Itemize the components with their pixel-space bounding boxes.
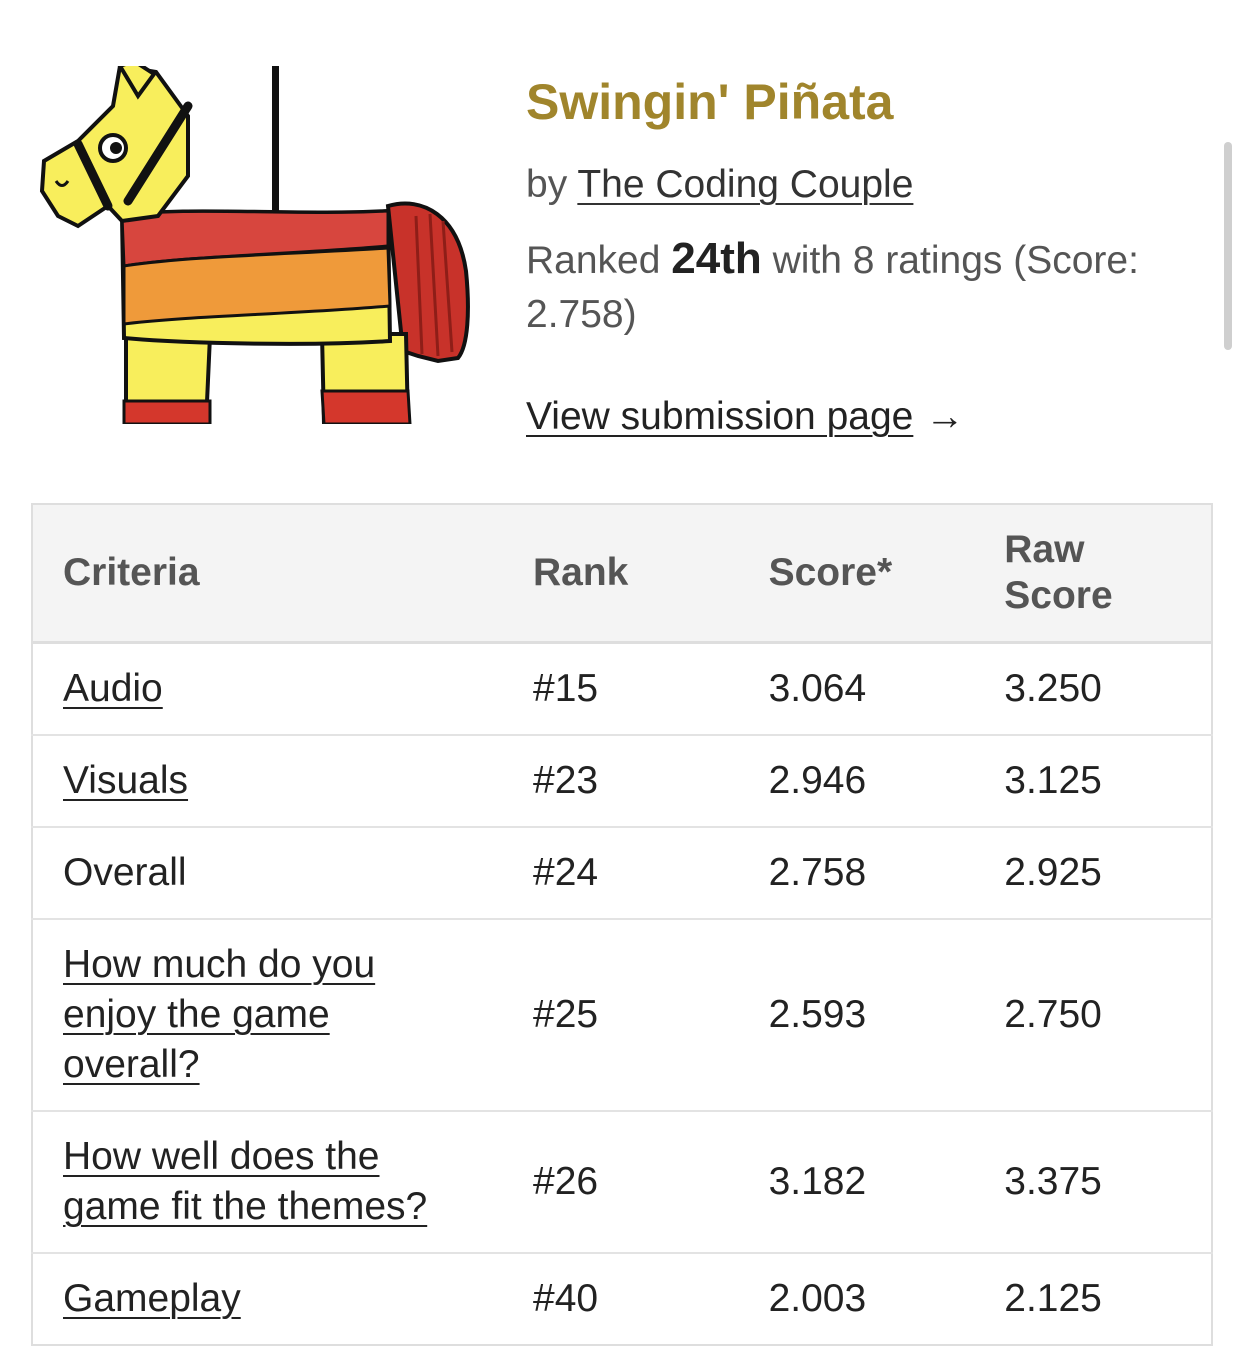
rank-cell: #24 — [503, 826, 739, 919]
rank-cell: #15 — [503, 641, 739, 735]
criteria-cell: How well does the game fit the themes? — [32, 1110, 503, 1253]
table-row: Audio #15 3.064 3.250 — [32, 641, 1212, 735]
ranked-suffix: with 8 ratings (Score: 2.758) — [526, 239, 1139, 336]
by-label: by — [526, 163, 568, 206]
score-cell: 2.003 — [738, 1252, 975, 1345]
criteria-link-visuals[interactable]: Visuals — [63, 759, 189, 802]
criteria-cell: Overall — [32, 826, 503, 919]
game-info: Swingin' Piñata by The Coding Couple Ran… — [526, 70, 1206, 442]
score-cell: 2.758 — [738, 826, 975, 919]
score-cell: 3.064 — [738, 641, 975, 735]
rank-cell: #25 — [503, 918, 739, 1111]
table-row: Visuals #23 2.946 3.125 — [32, 734, 1212, 827]
criteria-link-theme-fit[interactable]: How well does the game fit the themes? — [63, 1135, 428, 1228]
criteria-cell: How much do you enjoy the game overall? — [32, 918, 503, 1111]
criteria-cell: Visuals — [32, 734, 503, 827]
arrow-right-icon: → — [925, 395, 965, 438]
score-cell: 2.593 — [738, 918, 975, 1111]
table-row: How much do you enjoy the game overall? … — [32, 918, 1212, 1111]
criteria-table: Criteria Rank Score* Raw Score Audio #15… — [31, 503, 1213, 1346]
criteria-link-gameplay[interactable]: Gameplay — [63, 1277, 241, 1320]
scrollbar[interactable] — [1224, 142, 1232, 350]
raw-score-cell: 2.125 — [974, 1252, 1212, 1345]
raw-score-cell: 3.125 — [974, 734, 1212, 827]
ranked-label: Ranked — [526, 239, 661, 282]
rank-cell: #26 — [503, 1110, 739, 1253]
overall-rank: 24th — [671, 234, 762, 283]
rank-cell: #23 — [503, 734, 739, 827]
header-criteria: Criteria — [32, 504, 503, 644]
criteria-cell: Gameplay — [32, 1252, 503, 1345]
header-score: Score* — [738, 504, 975, 644]
view-submission-row: View submission page → — [526, 392, 1206, 442]
raw-score-cell: 2.750 — [974, 918, 1212, 1111]
score-cell: 2.946 — [738, 734, 975, 827]
score-cell: 3.182 — [738, 1110, 975, 1253]
header-rank: Rank — [503, 504, 739, 644]
rank-cell: #40 — [503, 1252, 739, 1345]
pinata-donkey-image — [39, 66, 470, 424]
ranking-summary: Ranked 24th with 8 ratings (Score: 2.758… — [526, 232, 1206, 342]
game-title: Swingin' Piñata — [526, 74, 894, 130]
raw-score-cell: 3.250 — [974, 641, 1212, 735]
raw-score-cell: 3.375 — [974, 1110, 1212, 1253]
criteria-label-overall: Overall — [63, 851, 187, 894]
criteria-cell: Audio — [32, 641, 503, 735]
table-row: Overall #24 2.758 2.925 — [32, 826, 1212, 919]
game-thumbnail[interactable] — [38, 66, 478, 424]
table-header-row: Criteria Rank Score* Raw Score — [32, 504, 1212, 644]
table-row: How well does the game fit the themes? #… — [32, 1110, 1212, 1253]
table-row: Gameplay #40 2.003 2.125 — [32, 1252, 1212, 1345]
author-link[interactable]: The Coding Couple — [577, 163, 914, 206]
raw-score-cell: 2.925 — [974, 826, 1212, 919]
view-submission-link[interactable]: View submission page — [526, 395, 914, 438]
author-line: by The Coding Couple — [526, 160, 1206, 210]
criteria-link-audio[interactable]: Audio — [63, 667, 163, 710]
header-raw-score: Raw Score — [974, 504, 1212, 644]
criteria-link-enjoyment[interactable]: How much do you enjoy the game overall? — [63, 943, 376, 1086]
